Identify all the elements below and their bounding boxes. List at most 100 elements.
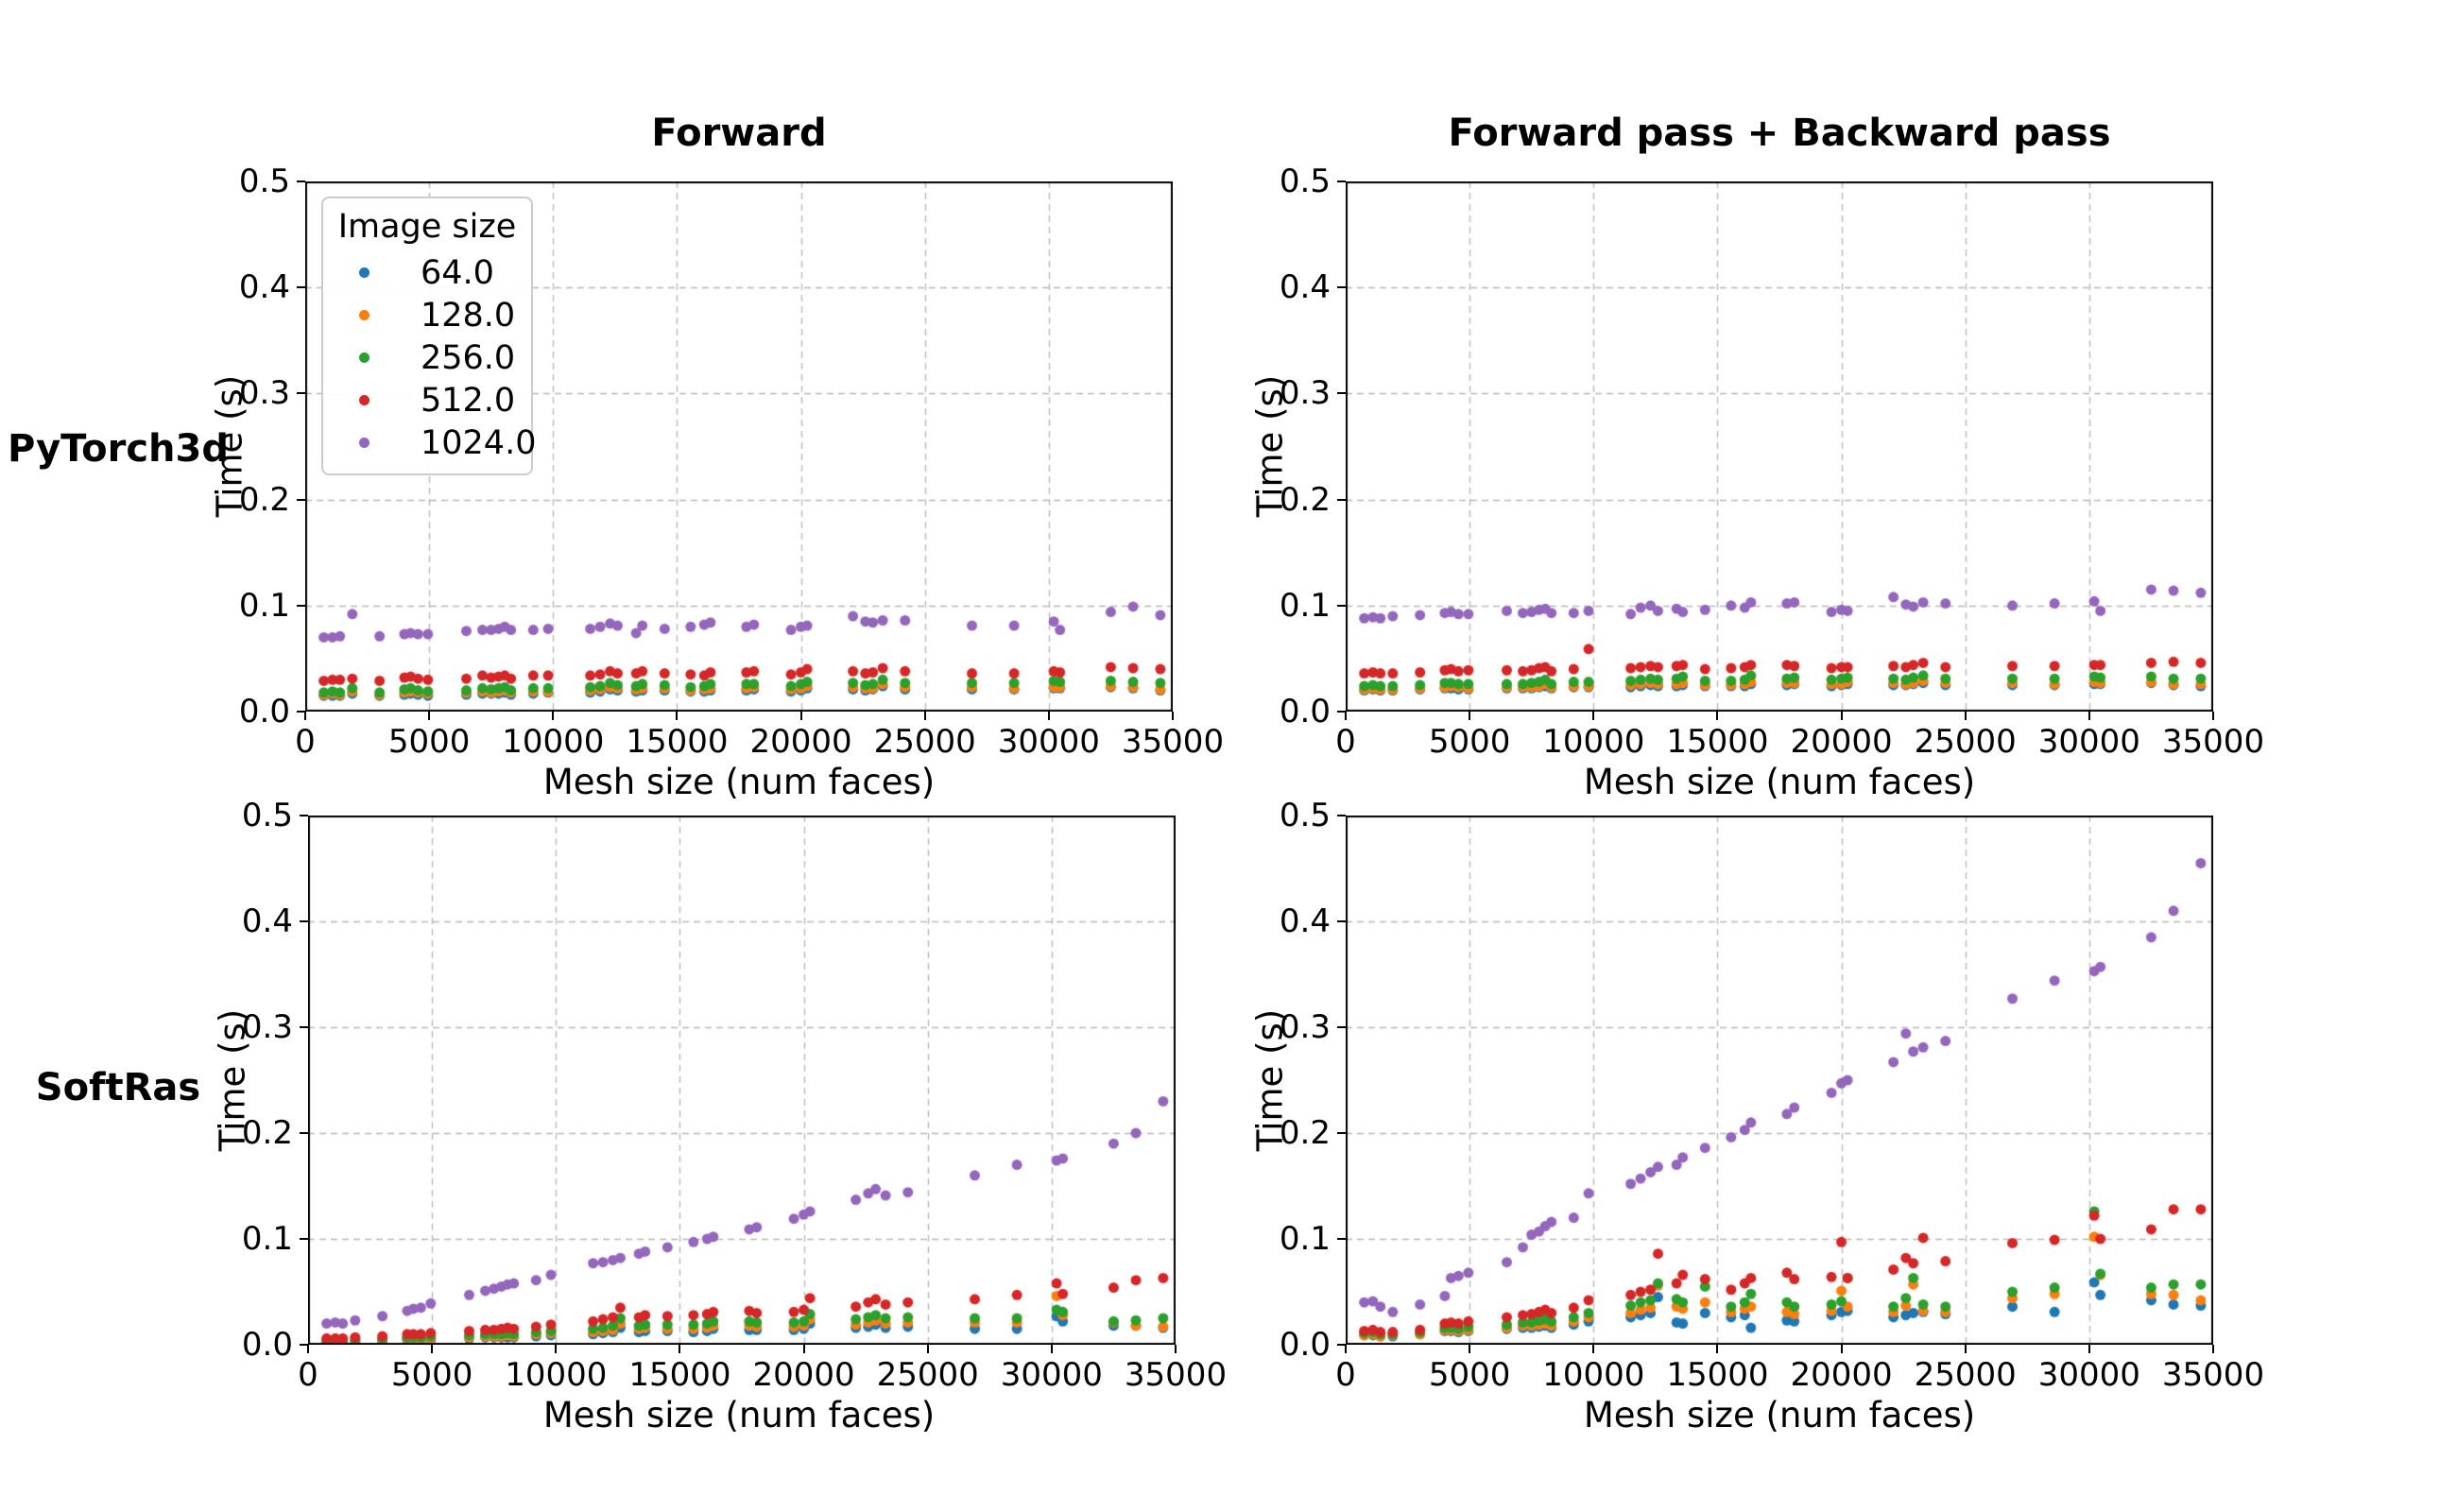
legend-marker-icon <box>359 352 369 363</box>
x-tick-mark <box>799 712 802 720</box>
y-tick-mark <box>1337 920 1346 922</box>
y-tick-mark <box>1337 1132 1346 1134</box>
y-tick-label: 0.5 <box>238 163 290 200</box>
x-tick-label: 35000 <box>2161 1356 2265 1394</box>
x-tick-label: 25000 <box>1914 723 2017 761</box>
legend-entry-512.0: 512.0 <box>323 379 531 421</box>
x-tick-mark <box>1175 1345 1177 1353</box>
y-tick-mark <box>300 1132 308 1134</box>
y-tick-mark <box>300 815 308 816</box>
y-tick-label: 0.3 <box>241 1008 293 1046</box>
x-tick-mark <box>802 1345 805 1353</box>
row-label-softras: SoftRas <box>35 1066 201 1109</box>
subplot-softras-forward-backward: 0 5000 10000 15000 20000 25000 30000 35000 0.0 0.… <box>1280 797 2264 1394</box>
x-axis-label-top-left: Mesh size (num faces) <box>542 762 936 802</box>
x-tick-mark <box>304 712 306 720</box>
y-tick-label: 0.0 <box>238 693 290 730</box>
y-tick-label: 0.2 <box>238 480 290 519</box>
x-tick-label: 20000 <box>752 1356 855 1394</box>
row-label-pytorch3d: PyTorch3d <box>8 427 229 471</box>
subplot-pytorch3d-forward: Image size 64.0 128.0 256.0 512.0 1024.0 0 50… <box>239 163 1224 761</box>
legend-entry-1024.0: 1024.0 <box>323 421 536 464</box>
y-tick-mark <box>1337 711 1346 713</box>
x-tick-mark <box>552 712 555 720</box>
x-tick-label: 30000 <box>997 723 1100 761</box>
y-tick-label: 0.4 <box>238 268 290 307</box>
x-tick-label: 35000 <box>1121 723 1225 761</box>
x-tick-label: 25000 <box>873 723 976 761</box>
x-tick-label: 10000 <box>505 1356 608 1394</box>
x-tick-mark <box>1592 1345 1595 1353</box>
x-tick-mark <box>555 1345 558 1353</box>
x-tick-mark <box>431 1345 434 1353</box>
y-tick-mark <box>297 498 305 501</box>
y-tick-mark <box>297 180 305 182</box>
y-tick-mark <box>1337 392 1346 395</box>
x-tick-mark <box>679 1345 681 1353</box>
x-tick-mark <box>1050 1345 1053 1353</box>
x-tick-mark <box>1047 712 1050 720</box>
legend-marker-icon <box>359 310 369 320</box>
y-tick-mark <box>1337 1026 1346 1028</box>
y-tick-label: 0.1 <box>241 1220 293 1258</box>
x-tick-label: 0 <box>295 723 316 761</box>
legend-entry-label: 512.0 <box>421 381 516 420</box>
y-tick-label: 0.2 <box>1279 480 1331 519</box>
legend-marker-icon <box>359 267 369 278</box>
y-tick-label: 0.4 <box>1279 902 1331 940</box>
y-tick-label: 0.3 <box>238 374 290 413</box>
x-tick-mark <box>1840 1345 1843 1353</box>
legend-entry-label: 128.0 <box>421 296 516 335</box>
legend-title: Image size <box>337 208 517 246</box>
y-tick-mark <box>297 711 305 713</box>
y-tick-label: 0.5 <box>1279 797 1331 834</box>
x-tick-mark <box>676 712 679 720</box>
x-tick-label: 30000 <box>1000 1356 1103 1394</box>
y-tick-label: 0.2 <box>241 1114 293 1152</box>
x-tick-label: 5000 <box>387 723 471 761</box>
x-tick-mark <box>1469 712 1471 720</box>
x-tick-mark <box>428 712 431 720</box>
x-tick-mark <box>1345 1345 1347 1353</box>
y-tick-mark <box>1337 1344 1346 1346</box>
y-tick-label: 0.1 <box>238 586 290 625</box>
legend-marker-icon <box>359 395 369 405</box>
y-tick-mark <box>300 1344 308 1346</box>
x-tick-mark <box>1840 712 1843 720</box>
y-tick-label: 0.1 <box>1279 586 1331 625</box>
x-tick-mark <box>2212 712 2214 720</box>
y-tick-label: 0.5 <box>241 797 293 834</box>
x-tick-mark <box>1172 712 1174 720</box>
x-tick-label: 25000 <box>876 1356 979 1394</box>
x-tick-mark <box>1716 712 1719 720</box>
x-tick-mark <box>1345 712 1347 720</box>
x-tick-label: 10000 <box>1542 1356 1645 1394</box>
x-tick-label: 20000 <box>1790 1356 1893 1394</box>
scatter-canvas-softras-forward-backward <box>1346 816 2213 1345</box>
y-tick-label: 0.5 <box>1279 163 1331 200</box>
legend-entry-128.0: 128.0 <box>323 294 531 336</box>
x-tick-label: 15000 <box>1666 723 1769 761</box>
legend-entry-label: 256.0 <box>421 338 516 377</box>
x-tick-label: 15000 <box>628 1356 731 1394</box>
x-tick-mark <box>1592 712 1595 720</box>
x-tick-mark <box>1964 1345 1967 1353</box>
y-tick-mark <box>297 392 305 395</box>
y-tick-mark <box>1337 498 1346 501</box>
y-tick-mark <box>1337 604 1346 607</box>
legend-marker-icon <box>359 438 369 448</box>
y-tick-mark <box>300 1026 308 1028</box>
x-axis-label-bottom-right: Mesh size (num faces) <box>1583 1395 1976 1435</box>
y-tick-label: 0.0 <box>241 1326 293 1364</box>
subplot-pytorch3d-forward-backward: 0 5000 10000 15000 20000 25000 30000 35000 0.0 0.… <box>1280 163 2264 761</box>
y-tick-mark <box>1337 1238 1346 1240</box>
x-tick-label: 30000 <box>2037 723 2140 761</box>
legend-entry-label: 1024.0 <box>421 423 537 462</box>
x-tick-mark <box>2088 1345 2090 1353</box>
x-axis-label-top-right: Mesh size (num faces) <box>1583 762 1976 802</box>
x-tick-label: 0 <box>298 1356 318 1394</box>
x-tick-label: 25000 <box>1914 1356 2017 1394</box>
x-axis-label-bottom-left: Mesh size (num faces) <box>542 1395 936 1435</box>
scatter-canvas-pytorch3d-forward-backward <box>1346 181 2213 712</box>
